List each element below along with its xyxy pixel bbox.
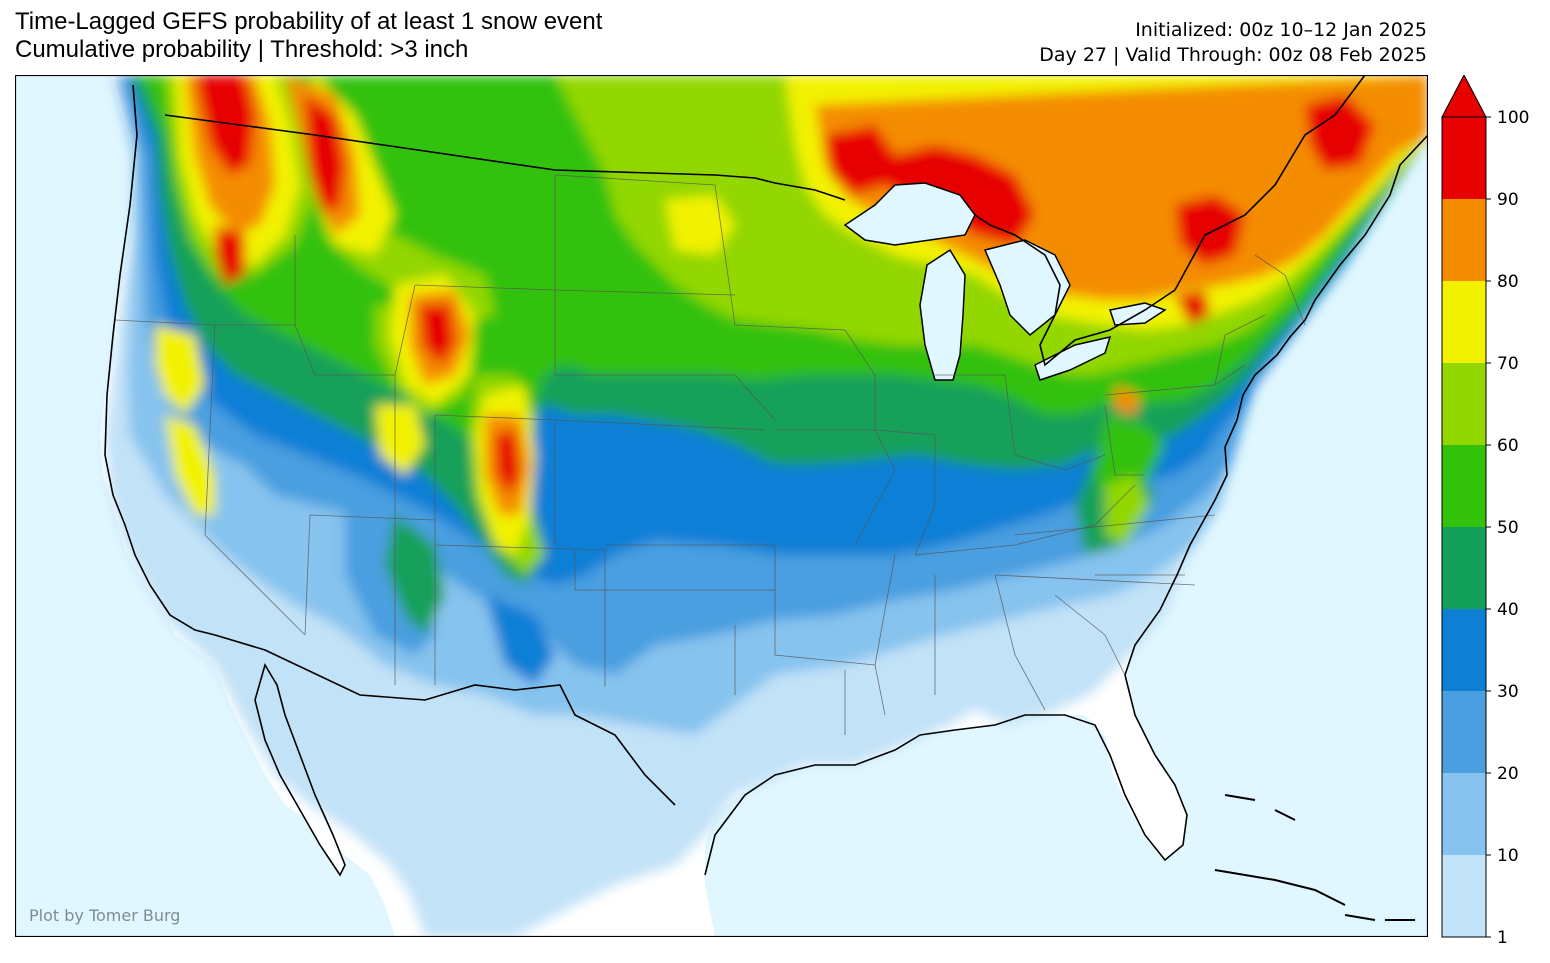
colorbar-block bbox=[1442, 117, 1486, 199]
state-borders bbox=[114, 174, 1306, 735]
caribbean-islands bbox=[1214, 794, 1415, 921]
colorbar-block bbox=[1442, 281, 1486, 363]
colorbar-block bbox=[1442, 445, 1486, 527]
colorbar-tick-label: 100 bbox=[1497, 108, 1529, 128]
coastline bbox=[104, 84, 216, 636]
colorbar-blocks bbox=[1441, 75, 1487, 938]
colorbar-tick-label: 50 bbox=[1497, 518, 1519, 538]
colorbar-block bbox=[1442, 199, 1486, 281]
gulf-coast bbox=[704, 674, 1188, 876]
colorbar-tick-label: 70 bbox=[1497, 354, 1519, 374]
colorbar-tick-label: 10 bbox=[1497, 846, 1519, 866]
colorbar-block bbox=[1442, 855, 1486, 937]
run-info: Initialized: 00z 10–12 Jan 2025 Day 27 |… bbox=[1039, 18, 1427, 68]
colorbar-tick-label: 90 bbox=[1497, 190, 1519, 210]
initialized-text: Initialized: 00z 10–12 Jan 2025 bbox=[1135, 19, 1427, 41]
us-canada-border-east bbox=[974, 75, 1366, 367]
probability-contours bbox=[105, 75, 1428, 937]
colorbar-block bbox=[1442, 691, 1486, 773]
colorbar-block bbox=[1442, 773, 1486, 855]
lake-michigan bbox=[919, 248, 966, 381]
national-borders bbox=[104, 75, 1428, 877]
colorbar-block bbox=[1442, 363, 1486, 445]
colorbar-block bbox=[1442, 609, 1486, 691]
colorbar-tick-label: 30 bbox=[1497, 682, 1519, 702]
colorbar-tick-label: 20 bbox=[1497, 764, 1519, 784]
credit-text: Plot by Tomer Burg bbox=[29, 906, 181, 925]
colorbar-tick-label: 1 bbox=[1497, 928, 1508, 945]
colorbar-labels: 1 10 20 30 40 50 60 70 80 90 100 bbox=[1486, 108, 1529, 945]
title-line-1: Time-Lagged GEFS probability of at least… bbox=[15, 8, 603, 35]
colorbar-extend-arrow bbox=[1441, 75, 1487, 118]
lake-erie bbox=[1034, 335, 1112, 381]
map-title: Time-Lagged GEFS probability of at least… bbox=[15, 8, 602, 64]
atlantic-coast bbox=[1124, 134, 1428, 676]
title-line-2: Cumulative probability | Threshold: >3 i… bbox=[15, 36, 469, 63]
baja-coast bbox=[254, 663, 346, 877]
colorbar-block bbox=[1442, 527, 1486, 609]
probability-map bbox=[15, 75, 1428, 937]
colorbar-tick-label: 80 bbox=[1497, 272, 1519, 292]
us-mexico-border bbox=[214, 634, 676, 806]
colorbar-tick-label: 60 bbox=[1497, 436, 1519, 456]
valid-through-text: Day 27 | Valid Through: 00z 08 Feb 2025 bbox=[1039, 44, 1427, 66]
colorbar-tick-label: 40 bbox=[1497, 600, 1519, 620]
us-canada-border bbox=[164, 114, 846, 201]
colorbar: 1 10 20 30 40 50 60 70 80 90 100 bbox=[1441, 75, 1529, 945]
